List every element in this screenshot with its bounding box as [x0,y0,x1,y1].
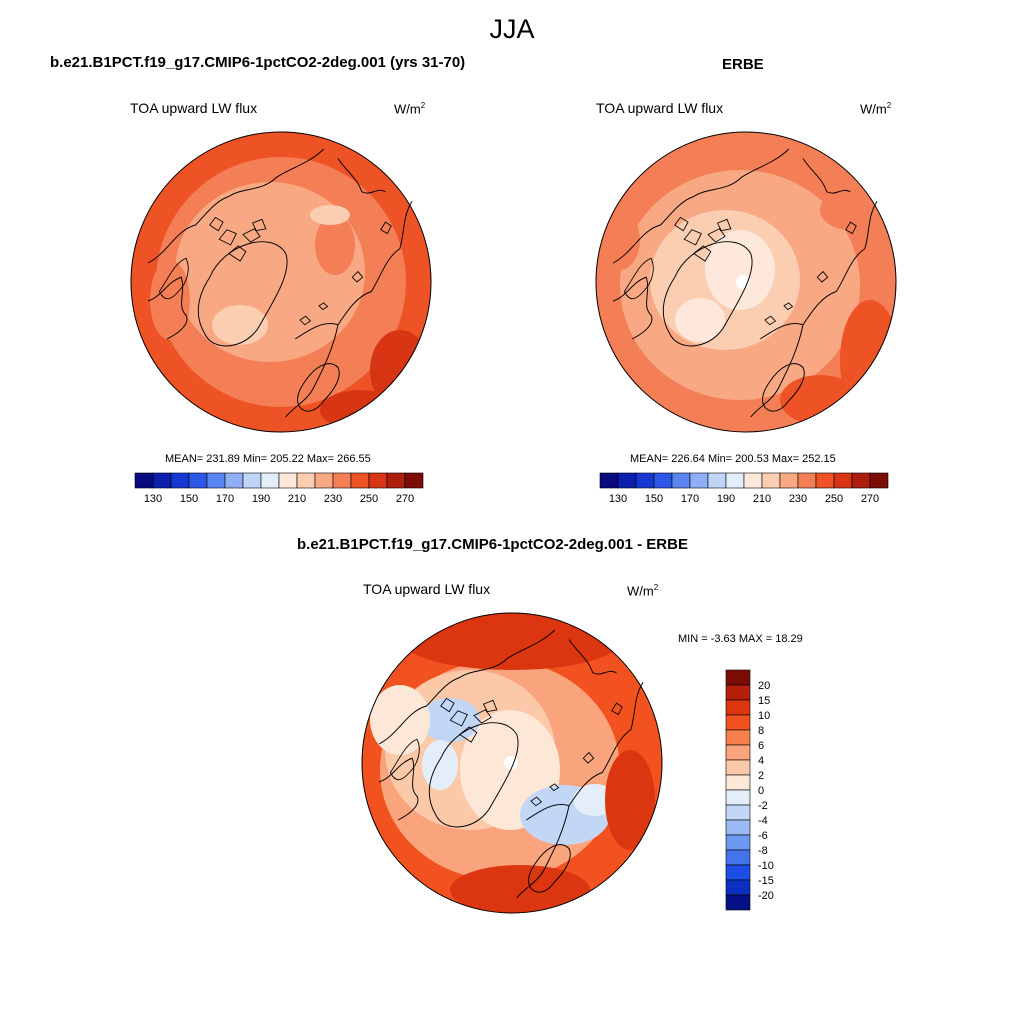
colorbar-box [869,472,889,489]
colorbar-tick-label: 250 [360,493,378,505]
colorbar-box [404,472,424,489]
colorbar-box [278,472,298,489]
colorbar-tick-label: 170 [681,493,699,505]
colorbar-tick-label: 4 [758,755,764,767]
colorbar-box [242,472,262,489]
panel-3-units: W/m2 [627,583,659,599]
colorbar-box [134,472,154,489]
colorbar-box [743,472,763,489]
colorbar-box [725,684,751,701]
colorbar-box [725,804,751,821]
colorbar-box [725,894,751,911]
colorbar-box [725,774,751,791]
panel-2-map [595,131,897,433]
panel-2-title: ERBE [722,56,764,73]
colorbar-box [725,744,751,761]
colorbar-tick-label: -20 [758,890,774,902]
colorbar-tick-label: 130 [609,493,627,505]
colorbar-box [815,472,835,489]
colorbar-box [779,472,799,489]
colorbar-box [725,864,751,881]
colorbar-box [386,472,406,489]
panel-2-units: W/m2 [860,101,892,117]
colorbar-tick-label: 210 [753,493,771,505]
colorbar-box [635,472,655,489]
panel-1-title: b.e21.B1PCT.f19_g17.CMIP6-1pctCO2-2deg.0… [50,54,466,71]
colorbar-tick-label: -15 [758,875,774,887]
colorbar-box [797,472,817,489]
colorbar-box [725,849,751,866]
panel-1-map [130,131,432,433]
colorbar-box [725,879,751,896]
colorbar-tick-label: 230 [789,493,807,505]
colorbar-box [707,472,727,489]
colorbar-box [671,472,691,489]
colorbar-box [368,472,388,489]
colorbar-box [725,789,751,806]
colorbar-tick-label: -4 [758,815,768,827]
colorbar-tick-label: 150 [645,493,663,505]
colorbar-tick-label: 15 [758,695,770,707]
colorbar-box [725,834,751,851]
colorbar-tick-label: 6 [758,740,764,752]
colorbar-box [653,472,673,489]
panel-1-variable-label: TOA upward LW flux [130,100,258,116]
colorbar-tick-label: -8 [758,845,768,857]
panel-3-stats: MIN = -3.63 MAX = 18.29 [678,633,803,645]
colorbar-tick-label: 230 [324,493,342,505]
panel-3-map [361,612,663,914]
colorbar-tick-label: 190 [717,493,735,505]
colorbar-box [260,472,280,489]
colorbar-tick-label: 150 [180,493,198,505]
colorbar-box [206,472,226,489]
colorbar-tick-label: 2 [758,770,764,782]
colorbar-tick-label: 0 [758,785,764,797]
colorbar-box [332,472,352,489]
colorbar-tick-label: 130 [144,493,162,505]
colorbar-tick-label: 170 [216,493,234,505]
colorbar-tick-label: 20 [758,680,770,692]
colorbar-tick-label: 190 [252,493,270,505]
colorbar-box [350,472,370,489]
panel-2-variable-label: TOA upward LW flux [596,100,724,116]
colorbar-box [725,472,745,489]
colorbar-tick-label: 10 [758,710,770,722]
colorbar-box [851,472,871,489]
colorbar-tick-label: 270 [396,493,414,505]
colorbar-box [152,472,172,489]
colorbar-box [599,472,619,489]
colorbar-tick-label: 270 [861,493,879,505]
panel-3-title: b.e21.B1PCT.f19_g17.CMIP6-1pctCO2-2deg.0… [297,536,688,553]
colorbar-box [170,472,190,489]
colorbar-tick-label: 210 [288,493,306,505]
colorbar-box [725,669,751,686]
colorbar-box [617,472,637,489]
colorbar-tick-label: -10 [758,860,774,872]
colorbar-box [314,472,334,489]
colorbar-box [725,699,751,716]
colorbar-box [725,714,751,731]
colorbar-tick-label: 250 [825,493,843,505]
colorbar-box [725,759,751,776]
panel-2-stats: MEAN= 226.64 Min= 200.53 Max= 252.15 [630,453,836,465]
panel-1-stats: MEAN= 231.89 Min= 205.22 Max= 266.55 [165,453,371,465]
colorbar-tick-label: 8 [758,725,764,737]
colorbar-box [689,472,709,489]
panel-2-colorbar: 130 150 170 190 210 230 250 270 [599,472,889,505]
colorbar-tick-label: -6 [758,830,768,842]
figure-title: JJA [489,14,535,44]
colorbar-box [725,729,751,746]
colorbar-box [296,472,316,489]
colorbar-box [188,472,208,489]
colorbar-box [224,472,244,489]
colorbar-box [761,472,781,489]
panel-1-colorbar: 130 150 170 190 210 230 250 270 [134,472,424,505]
colorbar-tick-label: -2 [758,800,768,812]
panel-1-units: W/m2 [394,101,426,117]
colorbar-box [725,819,751,836]
panel-3-variable-label: TOA upward LW flux [363,581,491,597]
colorbar-box [833,472,853,489]
